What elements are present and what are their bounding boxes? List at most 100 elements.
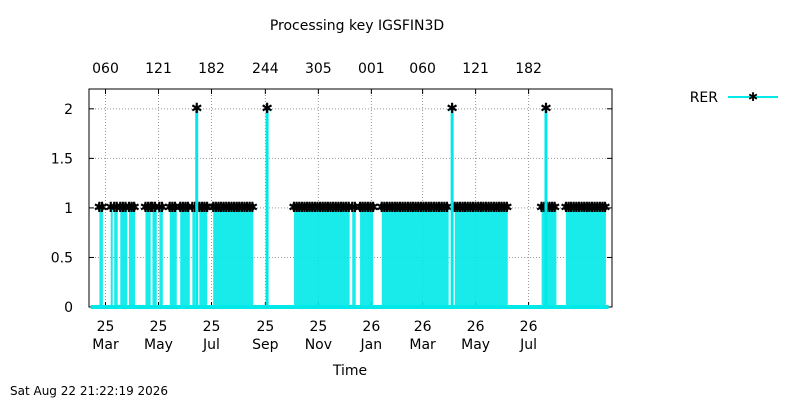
series-marker: ✱ [563,200,575,216]
series-marker: ✱ [581,200,593,216]
series-marker: ✱ [201,200,213,216]
x-tick-label-month: Sep [252,337,279,353]
series-marker: ✱ [389,200,401,216]
series-marker: ✱ [365,200,377,216]
x-tick-label-month: Jan [360,337,383,353]
x-tick-label-month: Jul [202,337,220,353]
series-marker: ✱ [485,200,497,216]
series-marker: ✱ [392,200,404,216]
series-marker: ✱ [140,200,152,216]
series-marker: ✱ [327,200,339,216]
series-marker: ✱ [349,200,361,216]
series-marker: ✱ [322,200,334,216]
series-marker: ✱ [309,200,321,216]
series-marker: ✱ [156,200,168,216]
series-marker: ✱ [145,200,157,216]
x-tick-label-month: Jul [519,337,537,353]
series-marker: ✱ [182,200,194,216]
series-marker: ✱ [483,200,495,216]
y-tick-label: 0 [64,300,73,316]
series-marker: ✱ [164,200,176,216]
x-tick-label-year: 25 [203,319,221,335]
series-marker: ✱ [226,200,238,216]
series-marker: ✱ [478,200,490,216]
series-marker: ✱ [325,200,337,216]
series-marker: ✱ [571,200,583,216]
series-marker: ✱ [415,200,427,216]
series-marker: ✱ [244,200,256,216]
series-marker: ✱ [196,200,208,216]
series-marker: ✱ [538,200,550,216]
series-marker: ✱ [293,200,305,216]
series-marker: ✱ [367,200,379,216]
series-marker: ✱ [536,200,548,216]
legend-label-rer: RER [690,90,719,106]
series-marker: ✱ [565,200,577,216]
y-tick-label: 2 [64,102,73,118]
series-marker: ✱ [418,200,430,216]
series-marker: ✱ [241,200,253,216]
series-marker: ✱ [359,200,371,216]
series-spike-marker: ✱ [261,101,273,117]
series-marker: ✱ [354,200,366,216]
series-marker: ✱ [560,200,572,216]
series-block [180,207,190,307]
series-marker: ✱ [236,200,248,216]
series-marker: ✱ [399,200,411,216]
series-marker: ✱ [233,200,245,216]
series-marker: ✱ [335,200,347,216]
x-tick-label-top: 182 [515,61,542,77]
x-tick-label-top: 001 [358,61,385,77]
x-tick-label-year: 25 [256,319,274,335]
series-marker: ✱ [314,200,326,216]
series-marker: ✱ [291,200,303,216]
series-marker: ✱ [301,200,313,216]
series-marker: ✱ [451,200,463,216]
series-block [381,207,449,307]
series-marker: ✱ [381,200,393,216]
series-block [352,207,356,307]
series-marker: ✱ [296,200,308,216]
series-marker: ✱ [436,200,448,216]
series-marker: ✱ [589,200,601,216]
series-marker: ✱ [438,200,450,216]
series-marker: ✱ [154,200,166,216]
series-marker: ✱ [343,200,355,216]
series-marker: ✱ [228,200,240,216]
series-block [152,207,157,307]
series-marker: ✱ [174,200,186,216]
x-tick-label-month: Nov [305,337,332,353]
series-marker: ✱ [472,200,484,216]
series-marker: ✱ [584,200,596,216]
series-marker: ✱ [423,200,435,216]
series-marker: ✱ [180,200,192,216]
series-marker: ✱ [376,200,388,216]
series-marker: ✱ [462,200,474,216]
x-tick-label-top: 305 [305,61,332,77]
series-marker: ✱ [470,200,482,216]
series-block [99,207,103,307]
series-marker: ✱ [210,200,222,216]
series-marker: ✱ [465,200,477,216]
series-marker: ✱ [167,200,179,216]
series-marker: ✱ [384,200,396,216]
series-marker: ✱ [501,200,513,216]
series-marker: ✱ [488,200,500,216]
x-tick-label-year: 26 [467,319,485,335]
series-marker: ✱ [105,200,117,216]
x-tick-label-year: 25 [309,319,327,335]
series-marker: ✱ [379,200,391,216]
legend-marker-rer: ✱ [748,90,758,104]
series-marker: ✱ [594,200,606,216]
series-marker: ✱ [412,200,424,216]
series-marker: ✱ [549,200,561,216]
series-marker: ✱ [147,200,159,216]
series-marker: ✱ [187,200,199,216]
series-spike-marker: ✱ [191,101,203,117]
series-marker: ✱ [420,200,432,216]
series-marker: ✱ [128,200,140,216]
series-marker: ✱ [332,200,344,216]
y-tick-label: 1 [64,201,73,217]
series-marker: ✱ [142,200,154,216]
series-marker: ✱ [114,200,126,216]
